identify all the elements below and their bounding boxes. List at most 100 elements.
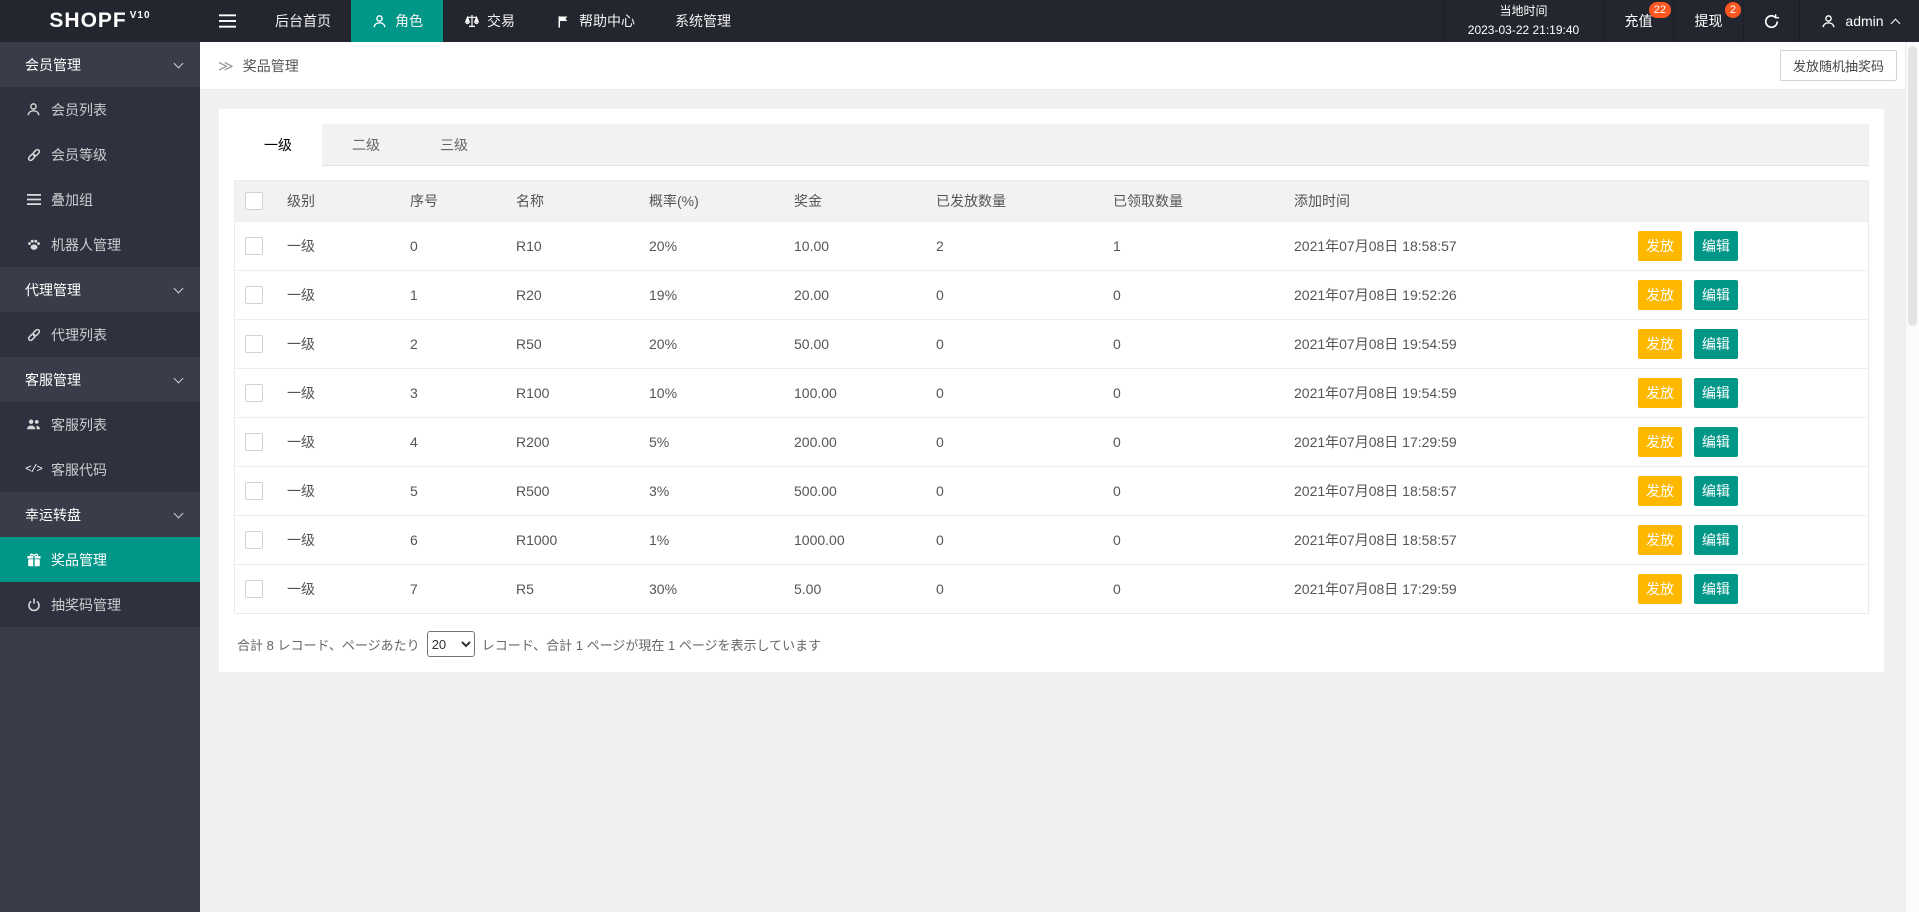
dispatch-button[interactable]: 发放 [1638, 573, 1682, 604]
cell-seq: 0 [410, 237, 418, 254]
cell-seq: 1 [410, 286, 418, 303]
scales-icon [463, 13, 480, 30]
cell-added-time: 2021年07月08日 18:58:57 [1294, 237, 1457, 254]
sidebar-item-member-level[interactable]: 会员等级 [0, 132, 200, 177]
cell-seq: 4 [410, 433, 418, 450]
paw-icon [25, 236, 42, 253]
top-header-bar: SHOPF V10 后台首页 角色 交易 帮助中心 [0, 0, 1919, 42]
tab-level-3[interactable]: 三级 [440, 136, 468, 153]
sidebar-item-agent-list[interactable]: 代理列表 [0, 312, 200, 357]
row-checkbox[interactable] [245, 383, 263, 402]
edit-button[interactable]: 编辑 [1693, 573, 1738, 604]
logo-text: SHOPF [49, 9, 127, 32]
sidebar-section-service-mgmt[interactable]: 客服管理 [0, 357, 200, 402]
chevron-down-icon [173, 283, 184, 293]
page-size-select[interactable]: 20 [426, 631, 475, 657]
refresh-icon [1763, 13, 1780, 30]
app-logo: SHOPF V10 [0, 0, 200, 42]
row-checkbox[interactable] [245, 334, 263, 353]
cell-claimed: 0 [1113, 580, 1121, 597]
edit-button[interactable]: 编辑 [1693, 230, 1738, 261]
cell-level: 一级 [287, 286, 315, 303]
cell-seq: 3 [410, 384, 418, 401]
sidebar-section-agent-mgmt[interactable]: 代理管理 [0, 267, 200, 312]
row-checkbox[interactable] [245, 481, 263, 500]
table-header-row: 级别 序号 名称 概率(%) 奖金 已发放数量 已领取数量 添加时间 [235, 181, 1868, 221]
hamburger-menu-button[interactable] [200, 0, 255, 42]
edit-button[interactable]: 编辑 [1693, 328, 1738, 359]
sidebar-item-lottery-code-mgmt[interactable]: 抽奖码管理 [0, 582, 200, 627]
local-time: 当地时间 2023-03-22 21:19:40 [1443, 0, 1603, 42]
dispatch-button[interactable]: 发放 [1638, 377, 1682, 408]
cell-seq: 5 [410, 482, 418, 499]
nav-item-help-center[interactable]: 帮助中心 [535, 0, 655, 42]
dispatch-button[interactable]: 发放 [1638, 475, 1682, 506]
col-header-added-time: 添加时间 [1294, 192, 1350, 209]
dispatch-button[interactable]: 发放 [1638, 328, 1682, 359]
edit-button[interactable]: 编辑 [1693, 279, 1738, 310]
cell-claimed: 0 [1113, 433, 1121, 450]
cell-issued: 0 [936, 580, 944, 597]
nav-item-trade[interactable]: 交易 [443, 0, 535, 42]
top-nav: 后台首页 角色 交易 帮助中心 系统管理 [200, 0, 751, 42]
nav-item-roles[interactable]: 角色 [351, 0, 443, 42]
power-icon [25, 596, 42, 613]
select-all-checkbox[interactable] [245, 191, 263, 210]
cell-level: 一级 [287, 335, 315, 352]
cell-added-time: 2021年07月08日 18:58:57 [1294, 531, 1457, 548]
row-checkbox[interactable] [245, 285, 263, 304]
issue-random-code-button[interactable]: 发放随机抽奖码 [1779, 50, 1897, 81]
sidebar-item-service-list[interactable]: 客服列表 [0, 402, 200, 447]
cell-probability: 20% [649, 335, 678, 352]
withdraw-button[interactable]: 提现 2 [1673, 0, 1743, 42]
col-header-level: 级别 [287, 192, 315, 209]
prize-table-body: 一级 0 R10 20% 10.00 2 1 2021年07月08日 18:58… [235, 221, 1868, 613]
dispatch-button[interactable]: 发放 [1638, 426, 1682, 457]
cell-name: R100 [516, 384, 550, 401]
row-checkbox[interactable] [245, 579, 263, 598]
edit-button[interactable]: 编辑 [1693, 377, 1738, 408]
cell-level: 一级 [287, 580, 315, 597]
chevron-down-icon [173, 58, 184, 68]
logo-version: V10 [129, 9, 151, 21]
edit-button[interactable]: 编辑 [1693, 426, 1738, 457]
cell-added-time: 2021年07月08日 19:54:59 [1294, 335, 1457, 352]
tab-level-2[interactable]: 二级 [352, 136, 380, 153]
recharge-button[interactable]: 充值 22 [1603, 0, 1673, 42]
cell-issued: 0 [936, 482, 944, 499]
cell-level: 一级 [287, 482, 315, 499]
nav-item-system[interactable]: 系统管理 [675, 13, 731, 29]
edit-button[interactable]: 编辑 [1693, 524, 1738, 555]
sidebar-item-member-list[interactable]: 会员列表 [0, 87, 200, 132]
flag-icon [555, 13, 572, 30]
refresh-button[interactable] [1743, 0, 1799, 42]
cell-issued: 2 [936, 237, 944, 254]
cell-seq: 7 [410, 580, 418, 597]
row-checkbox[interactable] [245, 432, 263, 451]
local-time-value: 2023-03-22 21:19:40 [1467, 23, 1580, 37]
cell-prize: 20.00 [794, 286, 830, 303]
edit-button[interactable]: 编辑 [1693, 475, 1738, 506]
dispatch-button[interactable]: 发放 [1638, 279, 1682, 310]
sidebar-section-lucky-wheel[interactable]: 幸运转盘 [0, 492, 200, 537]
cell-issued: 0 [936, 433, 944, 450]
nav-item-home[interactable]: 后台首页 [275, 13, 331, 29]
cell-claimed: 0 [1113, 531, 1121, 548]
chevron-down-icon [173, 508, 184, 518]
sidebar-section-member-mgmt[interactable]: 会员管理 [0, 42, 200, 87]
hamburger-icon [219, 13, 236, 30]
cell-issued: 0 [936, 531, 944, 548]
user-menu[interactable]: admin [1799, 0, 1919, 42]
scrollbar-thumb[interactable] [1908, 46, 1917, 326]
cell-added-time: 2021年07月08日 18:58:57 [1294, 482, 1457, 499]
sidebar-item-service-code[interactable]: </> 客服代码 [0, 447, 200, 492]
dispatch-button[interactable]: 发放 [1638, 524, 1682, 555]
cell-issued: 0 [936, 286, 944, 303]
dispatch-button[interactable]: 发放 [1638, 230, 1682, 261]
sidebar-item-robot-mgmt[interactable]: 机器人管理 [0, 222, 200, 267]
sidebar-item-stack-group[interactable]: 叠加组 [0, 177, 200, 222]
row-checkbox[interactable] [245, 236, 263, 255]
sidebar-item-prize-mgmt[interactable]: 奖品管理 [0, 537, 200, 582]
row-checkbox[interactable] [245, 530, 263, 549]
tab-level-1[interactable]: 一级 [234, 124, 322, 166]
